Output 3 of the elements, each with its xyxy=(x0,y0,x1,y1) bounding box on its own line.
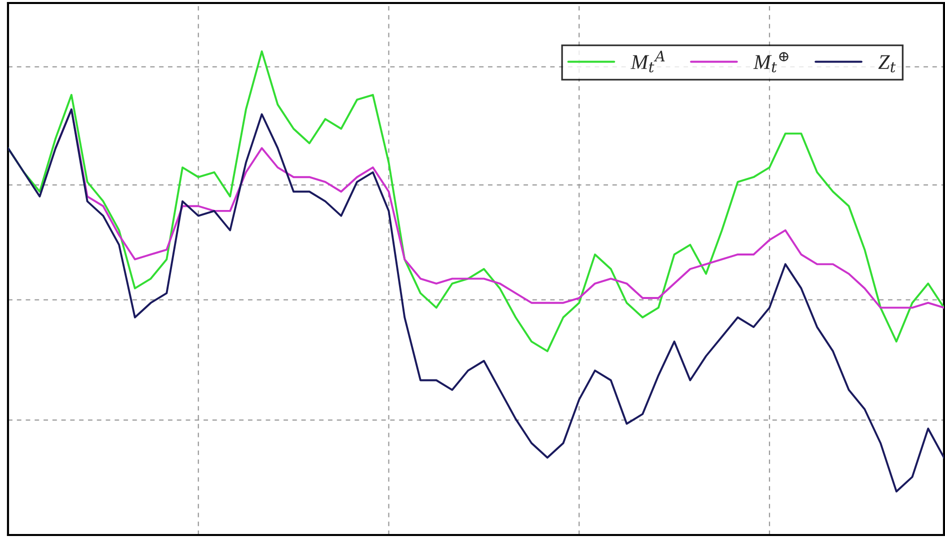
legend-label: M$_{t}$$^{⊕}$ xyxy=(753,52,788,72)
legend-label: Z$_{t}$ xyxy=(878,55,896,72)
legend-label: M$_{t}$$^{A}$ xyxy=(630,50,665,72)
